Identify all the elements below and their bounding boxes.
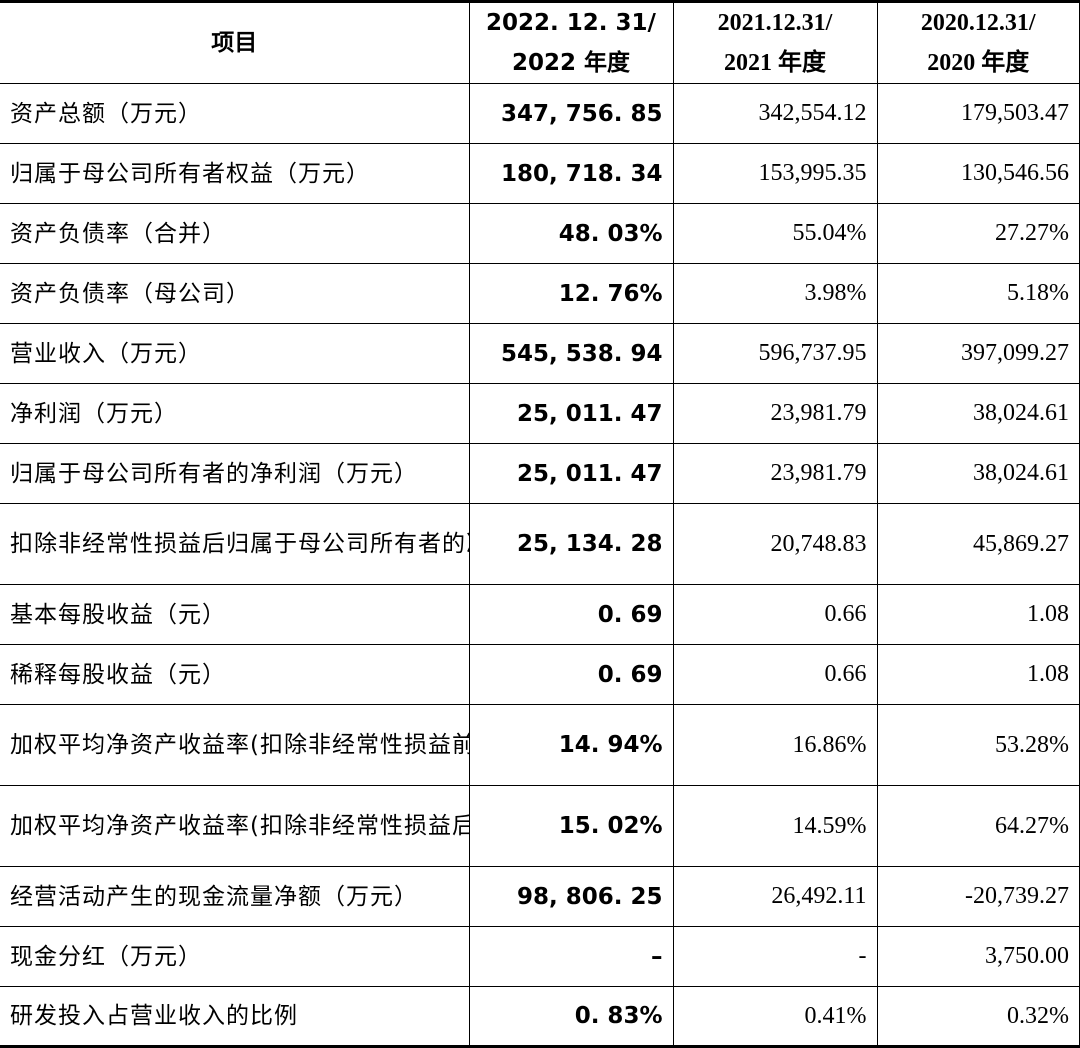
row-label: 归属于母公司所有者权益（万元） (0, 143, 470, 204)
value-2021: 596,737.95 (672, 323, 878, 384)
row-label: 研发投入占营业收入的比例 (0, 986, 470, 1048)
header-2022: 2022. 12. 31/ 2022 年度 (468, 0, 674, 84)
table-row: 归属于母公司所有者权益（万元） 180, 718. 34 153,995.35 130… (0, 143, 1080, 204)
header-2022-year: 2022 年度 (511, 50, 631, 76)
value-2021: 0.66 (672, 584, 878, 645)
value-2021: 55.04% (672, 203, 878, 264)
table-row: 现金分红（万元） – -3,750.00 (0, 926, 1080, 987)
row-label: 净利润（万元） (0, 383, 470, 444)
row-label: 基本每股收益（元） (0, 584, 470, 645)
value-2020: 27.27% (876, 203, 1080, 264)
table-row: 归属于母公司所有者的净利润（万元） 25, 011. 47 23,981.79 38,… (0, 443, 1080, 504)
value-2021: 20,748.83 (672, 503, 878, 585)
row-label: 营业收入（万元） (0, 323, 470, 384)
value-2020: 1.08 (876, 644, 1080, 705)
header-2021: 2021.12.31/ 2021 年度 (672, 0, 878, 84)
row-label: 加权平均净资产收益率(扣除非经常性损益前) (0, 704, 470, 786)
value-2020: 38,024.61 (876, 443, 1080, 504)
row-label: 加权平均净资产收益率(扣除非经常性损益后) (0, 785, 470, 867)
table-row: 资产负债率（合并） 48. 03% 55.04% 27.27% (0, 203, 1080, 264)
value-2022: 0. 83% (468, 986, 674, 1048)
value-2020: 3,750.00 (876, 926, 1080, 987)
table-row: 加权平均净资产收益率(扣除非经常性损益前) 14. 94% 16.86% 53.28% (0, 704, 1080, 786)
value-2022: 0. 69 (468, 644, 674, 705)
value-2021: 3.98% (672, 263, 878, 324)
value-2020: -20,739.27 (876, 866, 1080, 927)
header-2022-date: 2022. 12. 31/ (486, 10, 656, 36)
value-2020: 38,024.61 (876, 383, 1080, 444)
header-2021-date: 2021.12.31/ (717, 10, 833, 36)
value-2022: 180, 718. 34 (468, 143, 674, 204)
value-2021: 153,995.35 (672, 143, 878, 204)
table-row: 基本每股收益（元） 0. 69 0.66 1.08 (0, 584, 1080, 645)
value-2021: 342,554.12 (672, 83, 878, 144)
table-row: 资产负债率（母公司） 12. 76% 3.98% 5.18% (0, 263, 1080, 324)
value-2021: 16.86% (672, 704, 878, 786)
value-2022: 48. 03% (468, 203, 674, 264)
table-row: 稀释每股收益（元） 0. 69 0.66 1.08 (0, 644, 1080, 705)
value-2022: 25, 011. 47 (468, 443, 674, 504)
value-2021: 0.41% (672, 986, 878, 1048)
value-2020: 0.32% (876, 986, 1080, 1048)
value-2022: 545, 538. 94 (468, 323, 674, 384)
value-2021: 26,492.11 (672, 866, 878, 927)
header-2020: 2020.12.31/ 2020 年度 (876, 0, 1080, 84)
value-2021: 14.59% (672, 785, 878, 867)
value-2022: 98, 806. 25 (468, 866, 674, 927)
header-2020-year: 2020 年度 (927, 50, 1030, 76)
table-row: 加权平均净资产收益率(扣除非经常性损益后) 15. 02% 14.59% 64.27% (0, 785, 1080, 867)
value-2020: 64.27% (876, 785, 1080, 867)
row-label: 经营活动产生的现金流量净额（万元） (0, 866, 470, 927)
value-2022: 0. 69 (468, 584, 674, 645)
value-2020: 53.28% (876, 704, 1080, 786)
row-label: 归属于母公司所有者的净利润（万元） (0, 443, 470, 504)
value-2022: 25, 011. 47 (468, 383, 674, 444)
value-2020: 179,503.47 (876, 83, 1080, 144)
row-label: 资产总额（万元） (0, 83, 470, 144)
row-label: 现金分红（万元） (0, 926, 470, 987)
table-row: 营业收入（万元） 545, 538. 94 596,737.95 397,099.27 (0, 323, 1080, 384)
value-2020: 130,546.56 (876, 143, 1080, 204)
row-label: 稀释每股收益（元） (0, 644, 470, 705)
row-label: 资产负债率（母公司） (0, 263, 470, 324)
value-2021: 23,981.79 (672, 383, 878, 444)
table-row: 净利润（万元） 25, 011. 47 23,981.79 38,024.61 (0, 383, 1080, 444)
value-2020: 45,869.27 (876, 503, 1080, 585)
table-row: 资产总额（万元） 347, 756. 85 342,554.12 179,503.47 (0, 83, 1080, 144)
value-2022: 25, 134. 28 (468, 503, 674, 585)
table-row: 经营活动产生的现金流量净额（万元） 98, 806. 25 26,492.11 -20… (0, 866, 1080, 927)
value-2021: 0.66 (672, 644, 878, 705)
value-2022: 15. 02% (468, 785, 674, 867)
header-2020-date: 2020.12.31/ (920, 10, 1036, 36)
header-item: 项目 (0, 0, 470, 84)
table-row: 扣除非经常性损益后归属于母公司所有者的净利润（万元）25, 134. 2820,… (0, 503, 1080, 585)
value-2020: 5.18% (876, 263, 1080, 324)
value-2022: – (468, 926, 674, 987)
value-2020: 397,099.27 (876, 323, 1080, 384)
row-label: 资产负债率（合并） (0, 203, 470, 264)
value-2020: 1.08 (876, 584, 1080, 645)
header-row: 项目 2022. 12. 31/ 2022 年度 2021.12.31/ 202… (0, 0, 1080, 84)
header-2021-year: 2021 年度 (724, 50, 826, 76)
value-2022: 347, 756. 85 (468, 83, 674, 144)
value-2021: - (672, 926, 878, 987)
value-2022: 12. 76% (468, 263, 674, 324)
table-row: 研发投入占营业收入的比例 0. 83% 0.41% 0.32% (0, 986, 1080, 1048)
value-2021: 23,981.79 (672, 443, 878, 504)
row-label: 扣除非经常性损益后归属于母公司所有者的净利润（万元） (0, 503, 470, 585)
value-2022: 14. 94% (468, 704, 674, 786)
